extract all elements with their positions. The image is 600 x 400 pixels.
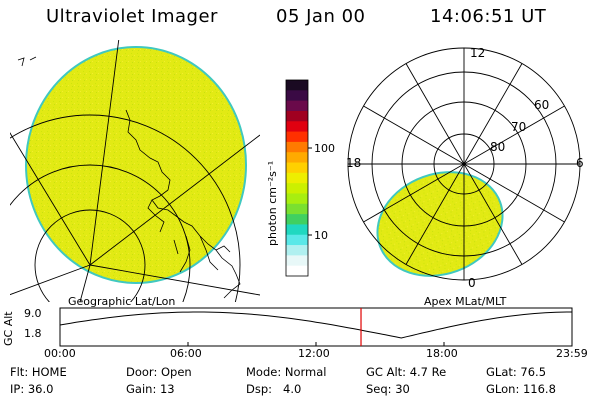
colorbar-segment xyxy=(286,172,308,184)
polar-grid xyxy=(347,47,581,281)
timeline-frame xyxy=(59,307,573,347)
colorbar-segment xyxy=(286,245,308,256)
mlt-label-18: 18 xyxy=(346,156,362,170)
mode-value: Normal xyxy=(284,365,327,379)
mlat-label-80: 80 xyxy=(490,140,506,154)
timeline-ytick-top: 9.0 xyxy=(24,307,42,320)
geo-panel-label: Geographic Lat/Lon xyxy=(68,295,176,308)
colorbar-segment xyxy=(286,214,308,226)
geographic-image-panel xyxy=(10,40,260,302)
colorbar-segment xyxy=(286,183,308,195)
colorbar-segment xyxy=(286,90,308,102)
colorbar-segment xyxy=(286,131,308,143)
mlt-label-0: 0 xyxy=(468,276,476,290)
coastline-fragment xyxy=(17,56,37,67)
coastline-map xyxy=(125,109,241,299)
gain-value: 13 xyxy=(159,382,175,396)
polar-aurora-oval xyxy=(376,171,504,277)
gc-alt-value: 4.7 Re xyxy=(409,365,447,379)
colorbar-unit-label: photon cm⁻²s⁻¹ xyxy=(266,160,279,246)
polar-panel-label: Apex MLat/MLT xyxy=(424,295,507,308)
timeline-xtick-4: 23:59 xyxy=(556,347,588,360)
dsp-value: 4.0 xyxy=(283,382,302,396)
altitude-timeline xyxy=(59,307,573,347)
timeline-xtick-1: 06:00 xyxy=(170,347,202,360)
date-display: 05 Jan 00 xyxy=(276,6,366,27)
timeline-xtick-3: 18:00 xyxy=(426,347,458,360)
timeline-xtick-0: 00:00 xyxy=(44,347,76,360)
status-door: Door: Open xyxy=(126,365,192,379)
glon-value: 116.8 xyxy=(522,382,556,396)
colorbar xyxy=(285,79,312,277)
geo-grid xyxy=(10,40,260,302)
mlt-label-6: 6 xyxy=(576,156,584,170)
door-value: Open xyxy=(160,365,192,379)
colorbar-segment xyxy=(286,100,308,112)
colorbar-segment xyxy=(286,121,308,133)
colorbar-tick-100: 100 xyxy=(314,142,335,155)
timeline-axis-label: GC Alt xyxy=(2,311,15,346)
colorbar-segment xyxy=(286,255,308,267)
glat-value: 76.5 xyxy=(520,365,547,379)
status-gain: Gain: 13 xyxy=(126,382,175,396)
seq-value: 30 xyxy=(395,382,410,396)
polar-panel xyxy=(347,47,581,281)
time-display: 14:06:51 UT xyxy=(430,6,547,27)
colorbar-segment xyxy=(286,162,308,174)
colorbar-segment xyxy=(286,80,308,91)
colorbar-segment xyxy=(286,152,308,164)
ip-value: 36.0 xyxy=(27,382,54,396)
status-ip: IP: 36.0 xyxy=(10,382,54,396)
timeline-ytick-bottom: 1.8 xyxy=(24,327,42,340)
colorbar-segment xyxy=(286,203,308,215)
colorbar-ticks xyxy=(308,147,312,236)
colorbar-segment xyxy=(286,224,308,236)
status-flight: Flt: HOME xyxy=(10,365,67,379)
colorbar-segment xyxy=(286,265,308,277)
timeline-ticks xyxy=(59,342,573,346)
mlat-label-70: 70 xyxy=(511,120,527,134)
status-seq: Seq: 30 xyxy=(366,382,410,396)
status-glat: GLat: 76.5 xyxy=(486,365,547,379)
status-glon: GLon: 116.8 xyxy=(486,382,556,396)
flight-value: HOME xyxy=(31,365,67,379)
status-gc-alt: GC Alt: 4.7 Re xyxy=(366,365,447,379)
colorbar-segment xyxy=(286,193,308,205)
aurora-disk xyxy=(25,46,247,284)
mlt-label-12: 12 xyxy=(470,46,486,60)
altitude-curve xyxy=(59,311,572,339)
status-dsp: Dsp: 4.0 xyxy=(246,382,302,396)
colorbar-tick-10: 10 xyxy=(314,229,328,242)
colorbar-gradient xyxy=(286,80,308,277)
timeline-xtick-2: 12:00 xyxy=(298,347,330,360)
mlat-label-60: 60 xyxy=(534,98,550,112)
status-mode: Mode: Normal xyxy=(246,365,327,379)
colorbar-segment xyxy=(286,110,308,122)
colorbar-segment xyxy=(286,141,308,153)
app-title: Ultraviolet Imager xyxy=(46,6,218,27)
colorbar-segment xyxy=(286,234,308,246)
